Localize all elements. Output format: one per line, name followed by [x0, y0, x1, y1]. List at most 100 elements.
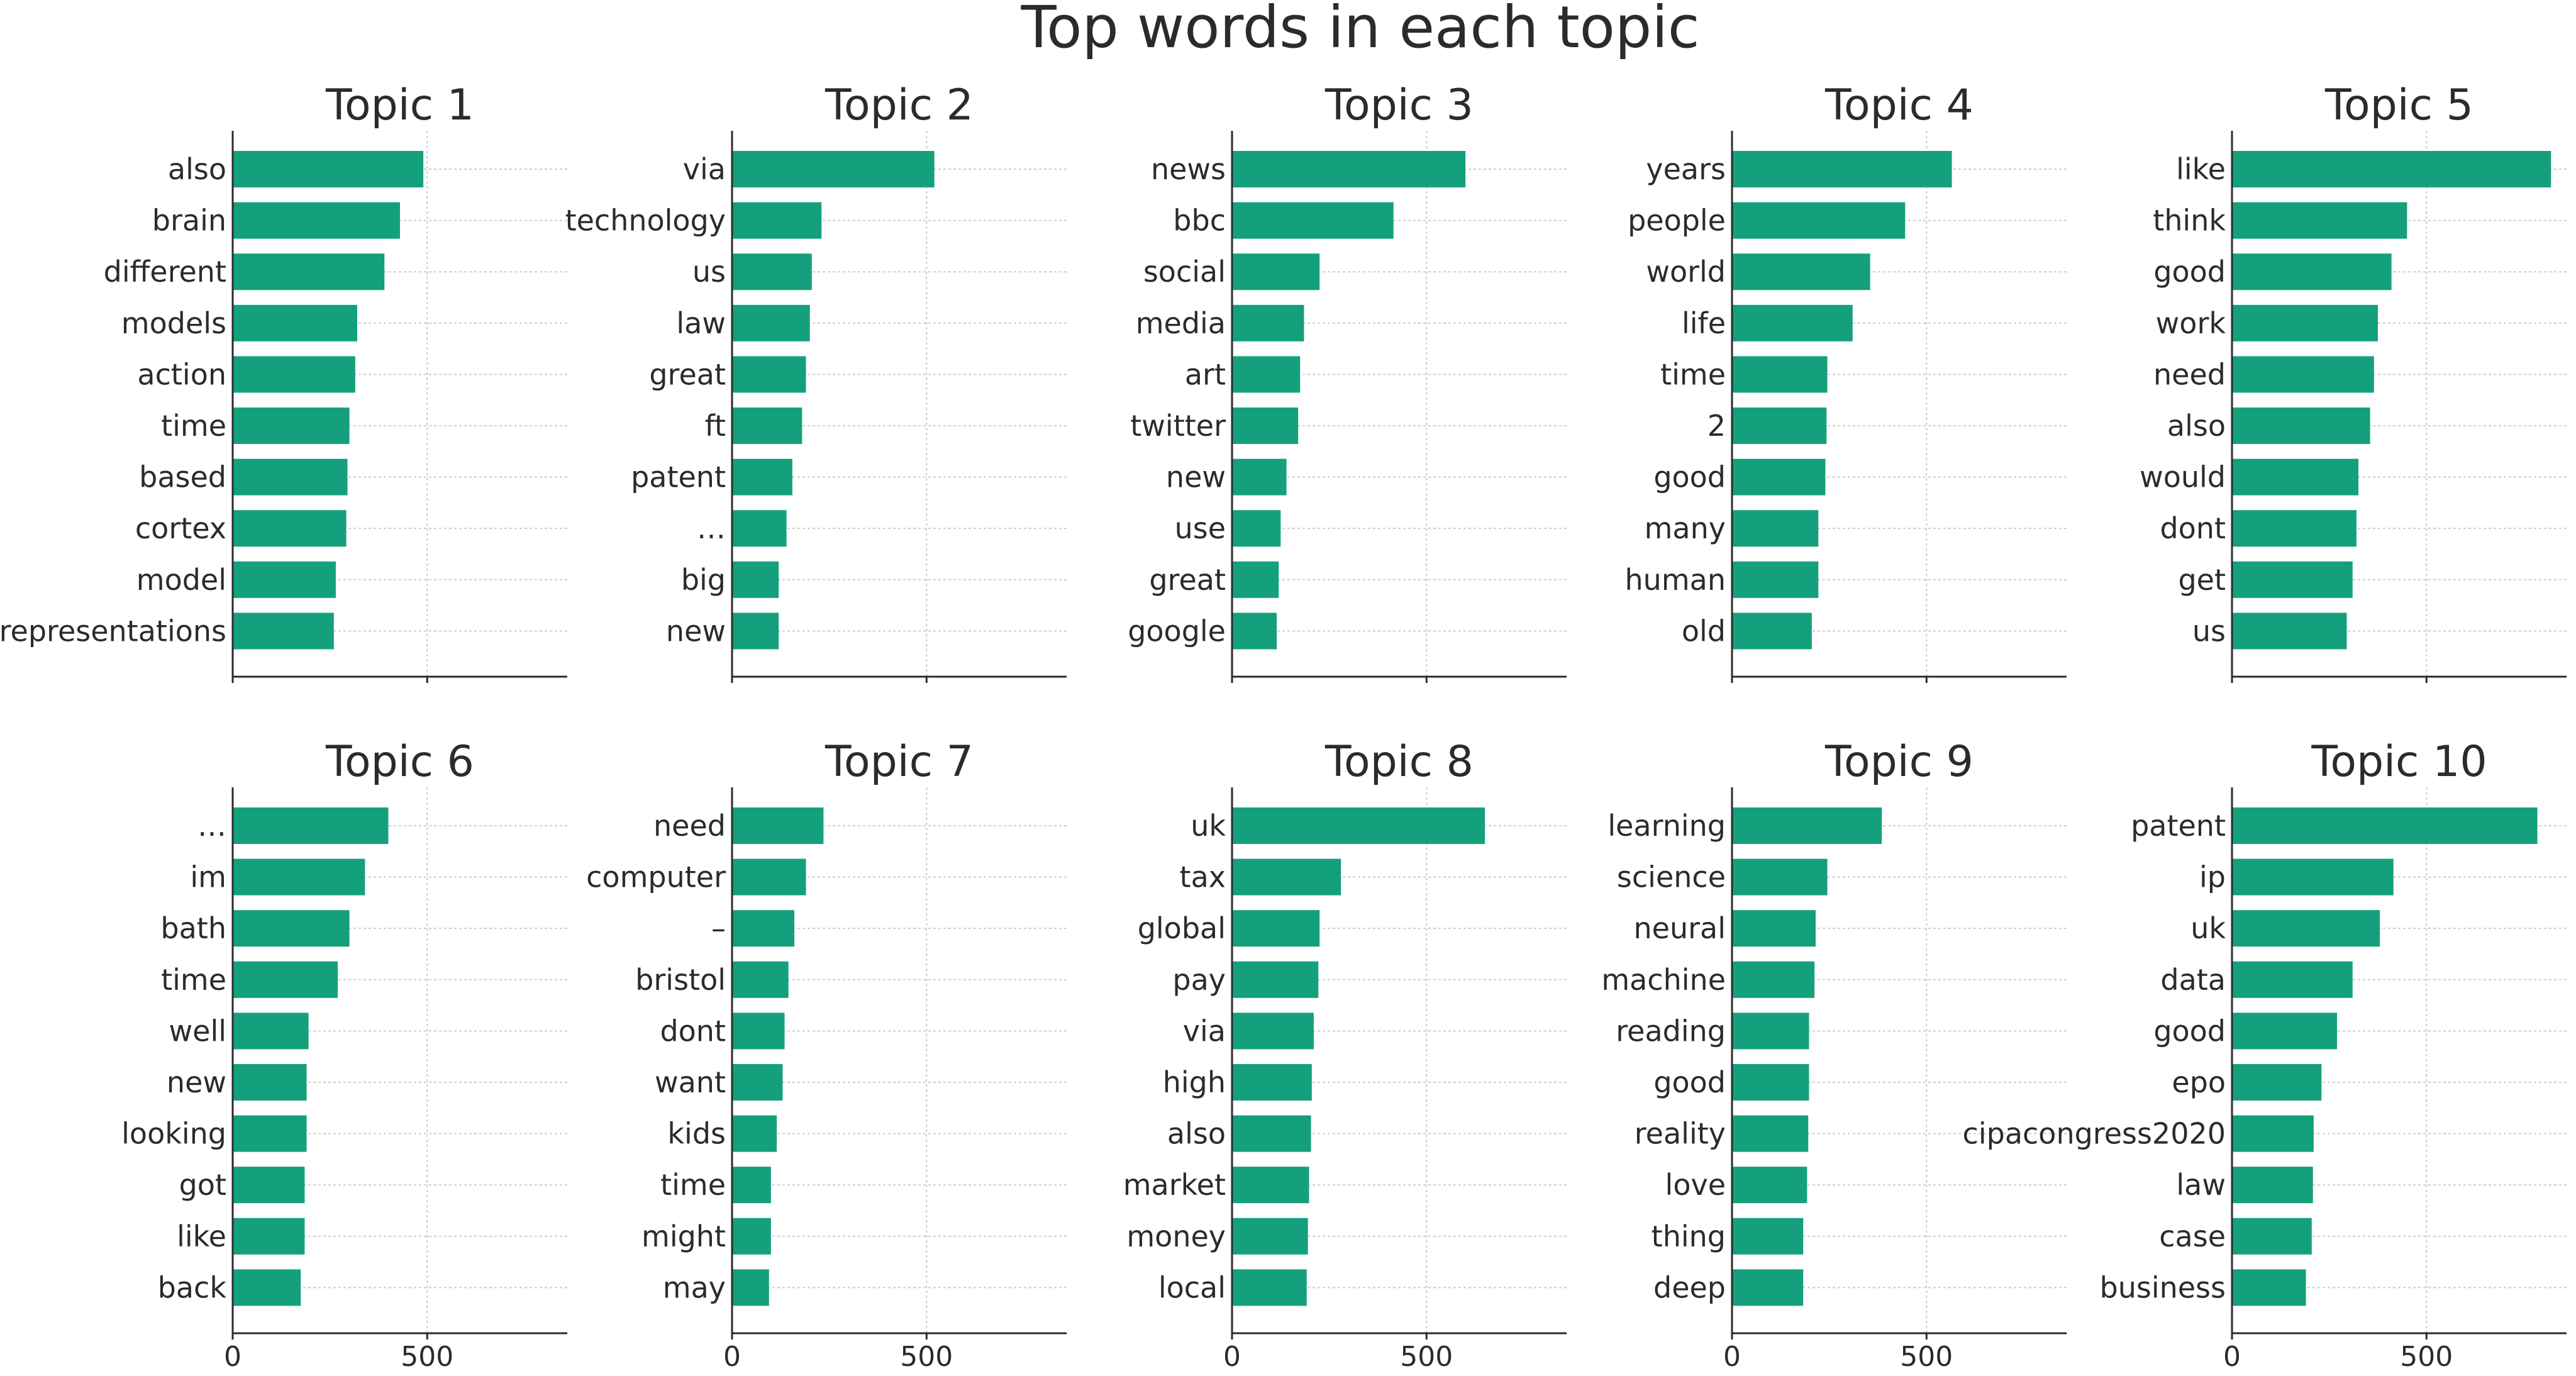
bar: [233, 408, 350, 444]
x-tick-label: 0: [723, 1341, 741, 1373]
bar: [2232, 961, 2353, 998]
category-label: media: [1136, 306, 1226, 340]
bar: [732, 1269, 769, 1306]
bar: [1732, 807, 1882, 844]
bar: [1732, 1013, 1809, 1050]
bar: [233, 613, 334, 650]
category-label: law: [2176, 1168, 2226, 1202]
category-label: dont: [660, 1014, 726, 1048]
bar: [1732, 858, 1828, 896]
bar: [1232, 807, 1485, 844]
bar: [2232, 202, 2407, 239]
bar: [2232, 910, 2380, 947]
category-label: time: [660, 1168, 726, 1202]
category-label: love: [1665, 1168, 1726, 1202]
category-label: via: [683, 152, 726, 186]
category-label: law: [676, 306, 726, 340]
category-label: use: [1175, 511, 1226, 545]
category-label: high: [1163, 1065, 1226, 1099]
bar: [233, 356, 355, 393]
x-tick-label: 500: [1900, 1341, 1953, 1373]
subplot-title: Topic 7: [824, 737, 974, 787]
bar: [1732, 253, 1870, 291]
bar: [233, 1013, 309, 1050]
subplot-topic-4: Topic 4 years people world life time 2 good many…: [1625, 80, 2067, 683]
category-label: would: [2140, 460, 2226, 494]
subplot-grid: Topic 1 also brain different models action tim…: [0, 80, 2567, 1373]
category-label: life: [1682, 306, 1726, 340]
category-label: uk: [1191, 809, 1226, 843]
x-tick-label: 0: [224, 1341, 242, 1373]
bar: [732, 1218, 771, 1255]
bar: [2232, 356, 2374, 393]
bar: [1232, 1064, 1312, 1101]
bar: [1232, 613, 1277, 650]
bar: [732, 1013, 785, 1050]
category-label: business: [2100, 1270, 2226, 1304]
bar: [1732, 1218, 1804, 1255]
bar: [1732, 1269, 1804, 1306]
subplot-topic-1: Topic 1 also brain different models action tim…: [0, 80, 567, 683]
bar: [732, 910, 794, 947]
bar: [732, 613, 779, 650]
bar: [2232, 613, 2347, 650]
bar: [1732, 961, 1815, 998]
category-label: might: [641, 1219, 726, 1253]
bar: [1232, 510, 1281, 547]
category-label: models: [121, 306, 226, 340]
subplot-title: Topic 5: [2324, 80, 2473, 130]
bar: [2232, 1064, 2322, 1101]
bar: [1232, 1218, 1308, 1255]
bar: [1732, 151, 1952, 187]
x-tick-label: 500: [401, 1341, 453, 1373]
category-label: case: [2159, 1219, 2226, 1253]
category-label: bristol: [635, 963, 726, 997]
subplot-title: Topic 1: [325, 80, 474, 130]
category-label: art: [1185, 357, 1226, 391]
category-label: like: [177, 1219, 226, 1253]
bar: [732, 561, 779, 598]
category-label: new: [1166, 460, 1226, 494]
category-label: reality: [1635, 1117, 1726, 1151]
category-label: well: [169, 1014, 226, 1048]
category-label: ip: [2199, 860, 2226, 894]
category-label: also: [2167, 409, 2226, 443]
category-label: technology: [565, 204, 726, 238]
bar: [2232, 1269, 2306, 1306]
bar: [732, 356, 806, 393]
bar: [1232, 304, 1304, 341]
category-label: people: [1628, 204, 1726, 238]
bar: [1232, 910, 1320, 947]
bar: [2232, 807, 2538, 844]
category-label: cortex: [135, 511, 226, 545]
bar: [732, 807, 824, 844]
subplot-topic-7: Topic 7 need computer – bristol dont want kids t…: [586, 737, 1067, 1373]
bar: [1732, 561, 1819, 598]
category-label: big: [681, 563, 726, 597]
category-label: need: [2153, 357, 2226, 391]
bar: [732, 408, 802, 444]
bar: [1232, 408, 1299, 444]
bar: [233, 510, 347, 547]
category-label: patent: [2131, 809, 2226, 843]
bar: [1732, 1167, 1807, 1204]
subplot-title: Topic 6: [325, 737, 474, 787]
bar: [233, 1167, 305, 1204]
bar: [233, 1115, 307, 1152]
category-label: cipacongress2020: [1963, 1117, 2226, 1151]
bar: [1232, 1013, 1314, 1050]
bar: [1232, 858, 1341, 896]
category-label: computer: [586, 860, 726, 894]
bar: [732, 151, 935, 187]
bar: [1732, 408, 1827, 444]
bar: [732, 961, 789, 998]
category-label: work: [2156, 306, 2226, 340]
bar: [2232, 304, 2378, 341]
category-label: good: [2153, 255, 2226, 289]
category-label: human: [1625, 563, 1726, 597]
category-label: time: [161, 963, 226, 997]
category-label: market: [1123, 1168, 1226, 1202]
category-label: thing: [1652, 1219, 1726, 1253]
category-label: …: [697, 511, 726, 545]
